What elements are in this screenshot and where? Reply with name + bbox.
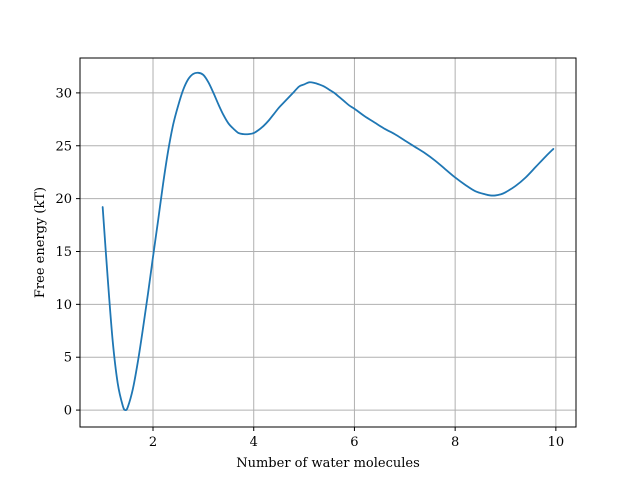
data-point [333, 92, 335, 94]
data-point [434, 160, 436, 162]
data-point [328, 89, 330, 91]
data-point [464, 184, 466, 186]
data-point [308, 81, 310, 83]
data-point [318, 84, 320, 86]
data-point [268, 119, 270, 121]
data-point [384, 128, 386, 130]
data-point [172, 124, 174, 126]
data-point [505, 191, 507, 193]
data-point [202, 74, 204, 76]
data-point [167, 150, 169, 152]
data-point [147, 293, 149, 295]
x-tick-label: 10 [548, 435, 565, 450]
data-point [248, 133, 250, 135]
data-point [354, 108, 356, 110]
data-point [394, 133, 396, 135]
grid-layer [80, 58, 576, 427]
data-point [323, 86, 325, 88]
data-point [258, 129, 260, 131]
data-point [162, 183, 164, 185]
data-point [374, 122, 376, 124]
free-energy-line [101, 71, 555, 412]
data-point [137, 361, 139, 363]
data-point [303, 84, 305, 86]
data-point [107, 277, 109, 279]
data-point [444, 168, 446, 170]
data-point [197, 72, 199, 74]
data-point [182, 89, 184, 91]
data-point [177, 105, 179, 107]
data-point [238, 132, 240, 134]
data-point [404, 140, 406, 142]
data-point [283, 102, 285, 104]
data-point [228, 123, 230, 125]
x-axis-title: Number of water molecules [236, 456, 420, 471]
data-point [313, 82, 315, 84]
y-tick-label: 25 [55, 139, 72, 154]
data-point [490, 195, 492, 197]
data-point [102, 206, 104, 208]
data-point [273, 113, 275, 115]
data-point [293, 91, 295, 93]
data-point [495, 195, 497, 197]
y-tick-label: 5 [64, 351, 72, 366]
data-point [157, 220, 159, 222]
data-point [515, 185, 517, 187]
data-point [208, 81, 210, 83]
ticks-layer: 2 4 6 8 10 0 5 10 15 20 25 30 [55, 86, 564, 450]
data-point [545, 155, 547, 157]
data-point [338, 96, 340, 98]
data-point [243, 133, 245, 135]
data-point [187, 78, 189, 80]
x-tick-label: 2 [149, 435, 157, 450]
data-point [127, 406, 129, 408]
data-point [288, 96, 290, 98]
data-point [213, 92, 215, 94]
data-point [142, 328, 144, 330]
data-point [349, 105, 351, 107]
data-point [414, 146, 416, 148]
plot-frame [79, 57, 577, 428]
data-point [132, 388, 134, 390]
data-point [112, 340, 114, 342]
x-tick-label: 6 [350, 435, 358, 450]
data-point [454, 177, 456, 179]
data-point [525, 177, 527, 179]
y-tick-label: 15 [55, 245, 72, 260]
y-tick-label: 0 [64, 404, 72, 419]
data-point [192, 73, 194, 75]
y-tick-label: 20 [55, 192, 72, 207]
data-point [278, 107, 280, 109]
x-tick-label: 4 [250, 435, 258, 450]
data-point [424, 152, 426, 154]
data-point [263, 125, 265, 127]
data-point [253, 132, 255, 134]
data-point [343, 100, 345, 102]
data-point [474, 190, 476, 192]
data-point [484, 193, 486, 195]
data-point [117, 383, 119, 385]
y-tick-label: 30 [55, 86, 72, 101]
data-point [218, 104, 220, 106]
data-point [552, 148, 554, 150]
data-point [122, 405, 124, 407]
data-point [298, 86, 300, 88]
y-tick-label: 10 [55, 298, 72, 313]
y-axis-title: Free energy (kT) [33, 187, 48, 298]
data-point [124, 409, 126, 411]
data-point [223, 114, 225, 116]
data-point [233, 128, 235, 130]
data-point [500, 193, 502, 195]
data-point [152, 256, 154, 258]
data-point [535, 166, 537, 168]
data-point [364, 115, 366, 117]
x-tick-label: 8 [451, 435, 459, 450]
series-layer [101, 71, 555, 412]
